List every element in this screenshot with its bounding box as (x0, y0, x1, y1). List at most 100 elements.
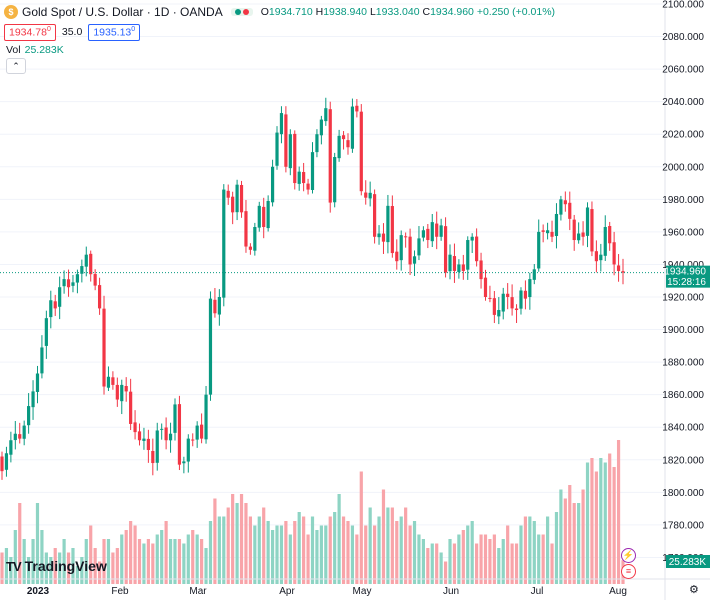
buy-button[interactable]: 1935.130 (88, 24, 141, 41)
volume-bar (616, 440, 621, 584)
candle-body (443, 226, 448, 273)
candle-body (124, 386, 128, 392)
flash-icon[interactable]: ⚡ (621, 548, 636, 563)
candle-body (461, 264, 465, 271)
candle-body (222, 189, 226, 298)
candle-body (350, 106, 355, 149)
candle-body (71, 282, 75, 286)
volume-bar (235, 503, 239, 584)
volume-bar (590, 458, 594, 584)
candle-body (137, 431, 142, 441)
volume-bar (532, 521, 536, 584)
volume-bar (297, 512, 301, 584)
volume-bar (40, 530, 44, 584)
candle-body (115, 384, 119, 400)
volume-bar (155, 534, 159, 584)
candle-body (231, 196, 235, 213)
volume-bar (231, 494, 235, 584)
volume-bar (62, 539, 66, 584)
candle-body (40, 347, 44, 374)
candle-body (577, 233, 581, 241)
quote-panel: 1934.780 35.0 1935.130 (4, 24, 141, 41)
price-tick-label: 1860.000 (662, 390, 704, 401)
volume-bar (341, 516, 346, 584)
volume-bar (9, 557, 13, 584)
volume-bar (142, 543, 146, 584)
candle-body (599, 254, 603, 261)
volume-bar (435, 543, 439, 584)
candle-body (506, 293, 510, 297)
candle-body (200, 424, 204, 439)
volume-legend[interactable]: Vol 25.283K (6, 44, 64, 56)
price-tick-label: 2040.000 (662, 97, 704, 108)
candle-body (337, 135, 341, 159)
market-status-indicator[interactable] (230, 8, 253, 16)
collapse-legend-button[interactable]: ⌃ (6, 58, 26, 74)
price-tick-label: 2000.000 (662, 162, 704, 173)
volume-bar (537, 534, 541, 584)
candle-body (13, 433, 17, 441)
volume-bar (191, 530, 195, 584)
gear-icon[interactable]: ⚙ (689, 584, 699, 596)
countdown-label: 15:28:16 (667, 277, 706, 288)
volume-bar (89, 525, 93, 584)
us-flag-icon[interactable]: ≡ (621, 564, 636, 579)
volume-bar (390, 507, 394, 584)
candle-body (133, 422, 137, 433)
candle-body (603, 227, 607, 256)
candle-body (608, 226, 612, 244)
volume-bar (111, 552, 115, 584)
volume-bar (288, 534, 292, 584)
volume-bar (488, 539, 492, 584)
volume-bar (475, 543, 479, 584)
status-dot-icon (234, 9, 241, 15)
candle-body (44, 318, 48, 346)
volume-bar (514, 543, 519, 584)
volume-bar (408, 525, 412, 584)
candle-body (368, 192, 372, 199)
volume-bar (71, 548, 75, 584)
symbol-title[interactable]: Gold Spot / U.S. Dollar · 1D · OANDA (22, 5, 223, 19)
time-axis[interactable]: 2023 Feb Mar Apr May Jun Jul Aug (27, 586, 627, 597)
volume-bar (53, 548, 57, 584)
ohlc-values: O1934.710 H1938.940 L1933.040 C1934.960 … (260, 6, 556, 18)
candle-body (479, 260, 483, 280)
candle-body (4, 453, 9, 470)
candle-body (160, 428, 164, 430)
candle-body (488, 297, 492, 299)
candle-body (173, 404, 177, 433)
candle-body (106, 376, 111, 388)
candle-body (559, 199, 563, 215)
volume-bar (222, 516, 226, 584)
volume-bar (386, 507, 390, 584)
volume-bar (75, 566, 80, 584)
candle-body (333, 157, 337, 203)
volume-axis-label-bg (666, 555, 710, 568)
candle-body (492, 298, 496, 315)
candle-body (514, 308, 519, 311)
volume-bar (346, 521, 350, 584)
candle-body (177, 404, 182, 465)
candle-body (519, 290, 523, 309)
volume-value: 25.283K (24, 44, 64, 56)
candle-body (373, 194, 377, 237)
candle-body (120, 384, 124, 402)
candle-body (217, 297, 221, 315)
volume-bar (381, 489, 386, 584)
volume-bar (160, 530, 164, 584)
tradingview-logo[interactable]: TV TradingView (6, 558, 107, 574)
grid (0, 3, 665, 558)
sell-button[interactable]: 1934.780 (4, 24, 56, 41)
candle-body (417, 238, 421, 256)
volume-bar (22, 539, 26, 584)
candle-body (253, 227, 257, 251)
candle-body (266, 200, 270, 229)
volume-bar (368, 507, 372, 584)
candle-body (452, 256, 457, 271)
volume-bar (270, 530, 275, 584)
candle-body (328, 109, 332, 203)
price-tick-label: 1880.000 (662, 358, 704, 369)
candle-body (341, 135, 346, 140)
